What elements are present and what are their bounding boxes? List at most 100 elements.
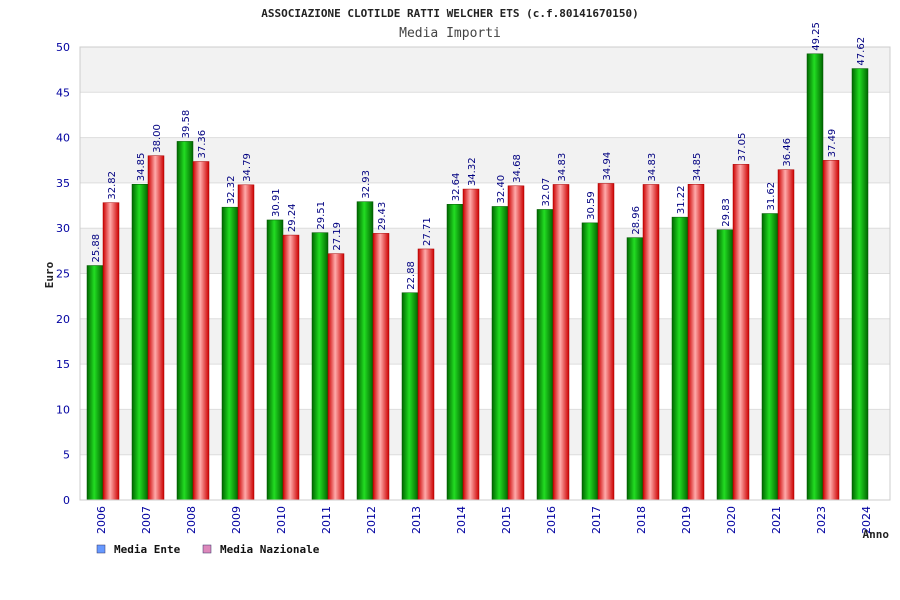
- bar-media-ente: [626, 237, 644, 501]
- plot-band: [80, 409, 890, 455]
- data-label: 27.71: [422, 217, 433, 246]
- y-tick-label: 35: [56, 177, 70, 190]
- legend-label-media-nazionale: Media Nazionale: [220, 543, 320, 556]
- bar-media-ente: [491, 206, 509, 501]
- data-label: 34.83: [557, 153, 568, 182]
- bar-media-nazionale: [507, 185, 525, 501]
- data-label: 34.79: [242, 153, 253, 182]
- bar-media-nazionale: [777, 169, 795, 501]
- bar-media-ente: [356, 201, 374, 501]
- data-label: 34.85: [692, 153, 703, 182]
- data-label: 22.88: [406, 261, 417, 290]
- y-tick-label: 45: [56, 86, 70, 99]
- x-tick-label: 2013: [410, 506, 423, 534]
- x-tick-label: 2016: [545, 506, 558, 534]
- x-tick-label: 2018: [635, 506, 648, 534]
- data-label: 47.62: [856, 37, 867, 66]
- y-tick-label: 40: [56, 132, 70, 145]
- data-label: 37.36: [197, 130, 208, 159]
- data-label: 49.25: [811, 22, 822, 51]
- x-tick-label: 2017: [590, 506, 603, 534]
- y-tick-label: 25: [56, 268, 70, 281]
- bar-media-nazionale: [102, 202, 120, 501]
- x-tick-label: 2012: [365, 506, 378, 534]
- x-tick-label: 2011: [320, 506, 333, 534]
- bar-media-nazionale: [732, 164, 750, 501]
- bar-media-ente: [671, 216, 689, 501]
- legend-swatch-media-ente: [96, 544, 106, 554]
- bar-media-nazionale: [147, 155, 165, 501]
- data-label: 32.40: [496, 175, 507, 204]
- plot-band: [80, 454, 890, 500]
- data-label: 34.94: [602, 152, 613, 181]
- plot-band: [80, 228, 890, 274]
- x-tick-labels: 2006 2007 2008 2009 2010 2011 2012 2013 2014 2015…: [95, 506, 873, 534]
- data-label: 32.32: [226, 176, 237, 205]
- x-tick-label: 2024: [860, 506, 873, 534]
- bar-media-nazionale: [822, 160, 840, 501]
- bar-media-nazionale: [597, 183, 615, 501]
- legend: Media Ente Media Nazionale: [96, 543, 320, 556]
- bar-media-nazionale: [327, 253, 345, 501]
- data-labels: 25.88 32.82 34.85 38.00 39.58 37.36 32.32 34.79…: [91, 22, 867, 290]
- x-tick-label: 2019: [680, 506, 693, 534]
- data-label: 29.24: [287, 203, 298, 232]
- legend-swatch-media-nazionale: [202, 544, 212, 554]
- data-label: 27.19: [332, 222, 343, 251]
- bar-media-nazionale: [237, 184, 255, 501]
- y-tick-label: 5: [63, 449, 70, 462]
- data-label: 34.83: [647, 153, 658, 182]
- data-label: 32.07: [541, 178, 552, 207]
- bar-media-ente: [446, 204, 464, 501]
- x-tick-label: 2023: [815, 506, 828, 534]
- data-label: 37.05: [737, 133, 748, 162]
- data-label: 37.49: [827, 129, 838, 158]
- bar-media-ente: [131, 184, 149, 501]
- data-label: 31.62: [766, 182, 777, 211]
- plot-band: [80, 137, 890, 183]
- data-label: 29.43: [377, 202, 388, 231]
- plot-band: [80, 92, 890, 138]
- bar-media-ente: [851, 68, 869, 501]
- y-tick-label: 10: [56, 403, 70, 416]
- data-label: 30.59: [586, 191, 597, 220]
- bars-group: [86, 53, 869, 501]
- plot-border: [79, 46, 891, 501]
- bar-media-nazionale: [687, 184, 705, 501]
- bar-media-ente: [761, 213, 779, 501]
- x-tick-label: 2008: [185, 506, 198, 534]
- plot-band: [80, 318, 890, 365]
- data-label: 28.96: [631, 206, 642, 235]
- bar-media-nazionale: [552, 184, 570, 501]
- bar-media-nazionale: [462, 188, 480, 501]
- plot-band: [80, 47, 890, 93]
- x-tick-label: 2007: [140, 506, 153, 534]
- x-tick-label: 2021: [770, 506, 783, 534]
- axes: [79, 46, 891, 501]
- y-tick-label: 50: [56, 41, 70, 54]
- bar-media-ente: [581, 222, 599, 501]
- bar-media-ente: [266, 219, 284, 501]
- x-axis-label: Anno: [863, 528, 890, 541]
- data-label: 30.91: [271, 188, 282, 217]
- x-tick-label: 2006: [95, 506, 108, 534]
- data-label: 25.88: [91, 234, 102, 263]
- legend-label-media-ente: Media Ente: [114, 543, 181, 556]
- data-label: 31.22: [676, 186, 687, 215]
- bar-media-nazionale: [192, 161, 210, 501]
- bar-media-nazionale: [642, 184, 660, 501]
- bar-media-nazionale: [417, 248, 435, 501]
- data-label: 38.00: [152, 124, 163, 153]
- data-label: 34.68: [512, 154, 523, 183]
- plot-band: [80, 182, 890, 229]
- plot-band: [80, 364, 890, 410]
- data-label: 32.64: [451, 173, 462, 202]
- bar-media-ente: [806, 53, 824, 501]
- data-label: 32.82: [107, 171, 118, 200]
- bar-media-ente: [86, 265, 104, 501]
- y-tick-label: 0: [63, 494, 70, 507]
- x-tick-label: 2010: [275, 506, 288, 534]
- bar-media-ente: [401, 292, 419, 501]
- y-tick-label: 30: [56, 222, 70, 235]
